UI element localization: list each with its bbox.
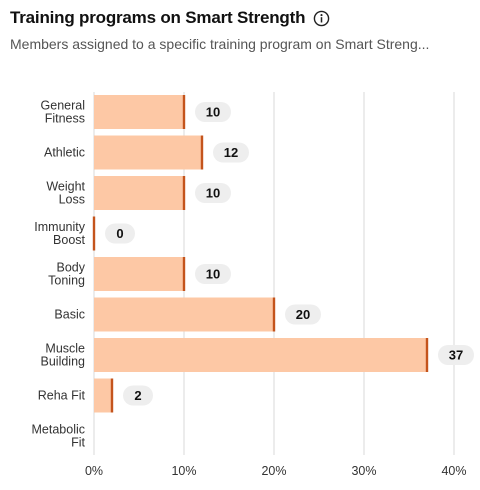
- info-icon[interactable]: [313, 10, 330, 27]
- category-label: Reha Fit: [38, 389, 86, 403]
- bar: [94, 135, 202, 170]
- value-label: 0: [116, 226, 123, 241]
- x-tick-label: 30%: [351, 464, 376, 478]
- bar-end-marker: [425, 338, 429, 372]
- category-label: Athletic: [44, 146, 85, 160]
- x-tick-label: 10%: [171, 464, 196, 478]
- category-label: Body Toning: [48, 261, 86, 288]
- value-label: 2: [134, 388, 141, 403]
- bar: [94, 378, 112, 413]
- x-tick-label: 40%: [441, 464, 466, 478]
- bar: [94, 297, 274, 332]
- value-label-pill: [195, 102, 231, 122]
- x-tick-label: 20%: [261, 464, 286, 478]
- category-label: Basic: [54, 308, 85, 322]
- value-label: 12: [224, 145, 238, 160]
- bar: [94, 338, 427, 372]
- value-label-pill: [123, 385, 153, 406]
- bar: [94, 176, 184, 210]
- chart-title: Training programs on Smart Strength: [10, 8, 306, 27]
- bar: [94, 95, 184, 129]
- value-label: 10: [206, 186, 220, 201]
- bar-end-marker: [110, 378, 114, 413]
- value-label-pill: [105, 223, 135, 244]
- value-label: 20: [296, 307, 310, 322]
- x-tick-label: 0%: [85, 464, 103, 478]
- value-label: 37: [449, 348, 463, 363]
- value-label-pill: [195, 183, 231, 203]
- bar-end-marker: [182, 257, 186, 291]
- value-label-pill: [213, 142, 249, 163]
- category-label: Immunity Boost: [34, 220, 85, 247]
- bar-end-marker: [272, 297, 276, 332]
- value-label: 10: [206, 105, 220, 120]
- category-label: Weight Loss: [46, 180, 85, 207]
- bar-end-marker: [92, 216, 96, 251]
- value-label-pill: [195, 264, 231, 284]
- bar-end-marker: [182, 176, 186, 210]
- category-label: Muscle Building: [41, 342, 86, 369]
- bar-end-marker: [182, 95, 186, 129]
- category-label: Metabolic Fit: [32, 423, 86, 450]
- value-label-pill: [438, 345, 474, 365]
- category-label: General Fitness: [41, 99, 85, 126]
- value-label-pill: [285, 304, 321, 325]
- value-label: 10: [206, 267, 220, 282]
- bar: [94, 257, 184, 291]
- chart-header: Training programs on Smart Strength Memb…: [10, 6, 470, 52]
- bar-end-marker: [200, 135, 204, 170]
